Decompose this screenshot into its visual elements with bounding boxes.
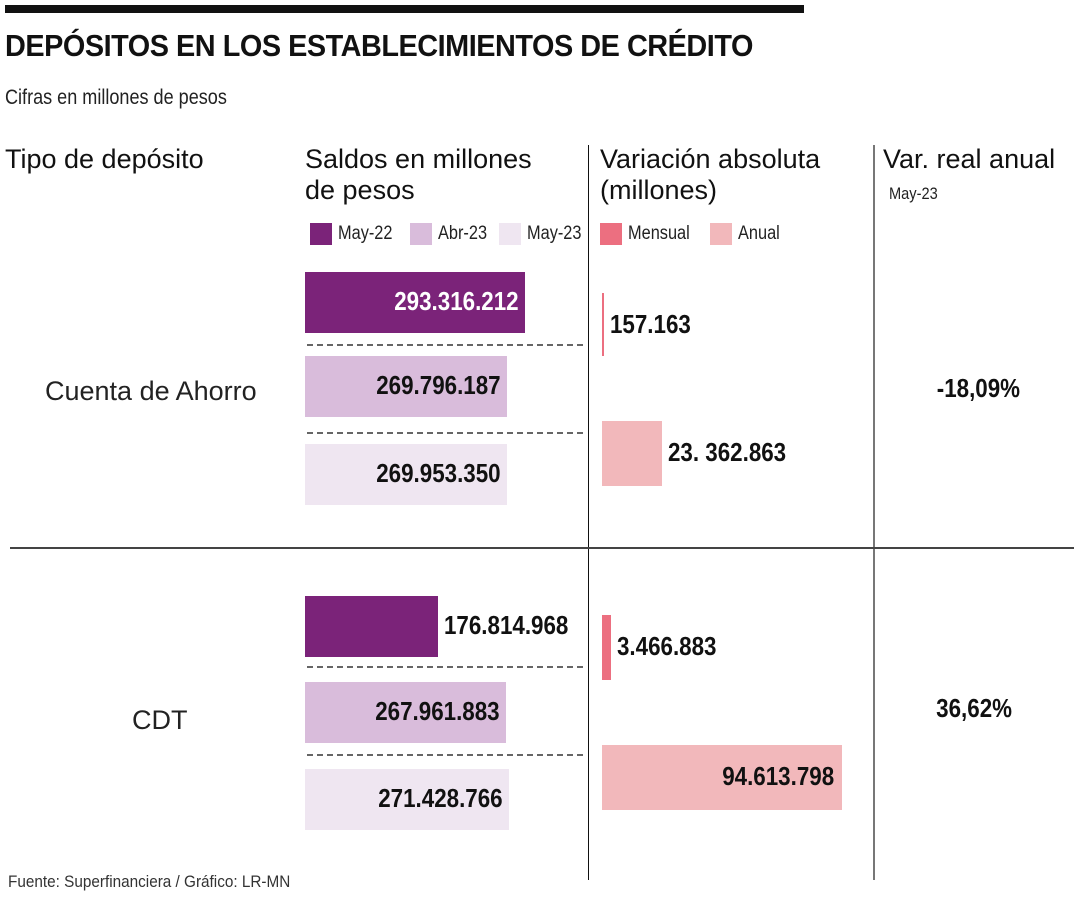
saldo-value-label: 267.961.883 — [375, 696, 500, 726]
dashed-separator — [307, 666, 583, 668]
column-header-saldos-line2: de pesos — [305, 175, 415, 205]
saldo-bar-may-23-1 — [305, 769, 509, 830]
legend-label: Mensual — [628, 223, 690, 244]
legend-swatch — [410, 223, 432, 245]
saldo-value-label: 271.428.766 — [378, 783, 503, 813]
chart-title: DEPÓSITOS EN LOS ESTABLECIMIENTOS DE CRÉ… — [5, 28, 753, 63]
legend-label: May-22 — [338, 223, 393, 244]
legend-item-anual: Anual — [710, 223, 787, 245]
column-header-tipo: Tipo de depósito — [5, 144, 204, 174]
variacion-bar-mensual-0 — [602, 293, 604, 356]
column-divider-variacion-real — [873, 145, 875, 880]
dashed-separator — [307, 754, 583, 756]
legend-label: May-23 — [527, 223, 582, 244]
legend-label: Anual — [738, 223, 780, 244]
saldo-value-label: 269.796.187 — [376, 370, 501, 400]
saldo-bar-may-22-1 — [305, 596, 438, 657]
row-label-cuenta-de-ahorro: Cuenta de Ahorro — [45, 376, 257, 406]
var-real-value-cdt: 36,62% — [936, 693, 1013, 723]
legend-item-abr-23: Abr-23 — [410, 223, 495, 245]
dashed-separator — [307, 344, 583, 346]
column-header-variacion-line2: (millones) — [600, 175, 718, 205]
column-divider-saldos-variacion — [588, 145, 589, 880]
variacion-bar-mensual-1 — [602, 615, 611, 680]
legend-label: Abr-23 — [438, 223, 488, 244]
variacion-value-label: 23. 362.863 — [668, 437, 787, 467]
legend-swatch — [310, 223, 332, 245]
var-real-value-cuenta-de-ahorro: -18,09% — [936, 373, 1021, 403]
saldo-bar-abr-23-1 — [305, 682, 506, 743]
variacion-bar-anual-0 — [602, 421, 662, 486]
dashed-separator — [307, 432, 583, 434]
saldo-bar-abr-23-0 — [305, 356, 507, 417]
top-rule — [5, 5, 804, 13]
legend-item-may-23: May-23 — [499, 223, 590, 245]
saldo-value-label: 293.316.212 — [394, 286, 519, 316]
variacion-value-label: 157.163 — [610, 309, 691, 339]
saldo-bar-may-22-0 — [305, 272, 525, 333]
saldo-value-label: 269.953.350 — [376, 458, 501, 488]
legend-swatch — [710, 223, 732, 245]
saldo-bar-may-23-0 — [305, 444, 507, 505]
legend-item-mensual: Mensual — [600, 223, 700, 245]
column-subheader-var-real: May-23 — [889, 184, 938, 203]
saldo-value-label: 176.814.968 — [444, 610, 569, 640]
column-header-variacion-line1: Variación absoluta — [600, 144, 821, 174]
variacion-bar-anual-1 — [602, 745, 842, 810]
chart-subtitle: Cifras en millones de pesos — [5, 86, 227, 109]
variacion-value-label: 94.613.798 — [722, 761, 834, 791]
source-note: Fuente: Superfinanciera / Gráfico: LR-MN — [8, 872, 291, 891]
variacion-value-label: 3.466.883 — [617, 631, 717, 661]
legend-swatch — [600, 223, 622, 245]
legend-item-may-22: May-22 — [310, 223, 401, 245]
row-divider — [10, 547, 1074, 549]
row-label-cdt: CDT — [132, 705, 188, 735]
column-header-saldos-line1: Saldos en millones — [305, 144, 532, 174]
column-header-var-real: Var. real anual — [883, 144, 1056, 174]
legend-swatch — [499, 223, 521, 245]
